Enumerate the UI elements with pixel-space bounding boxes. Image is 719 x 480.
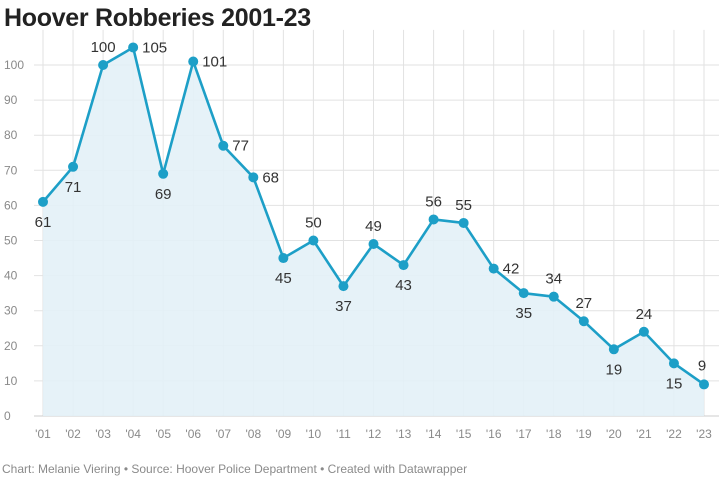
data-label: 100: [91, 39, 116, 56]
data-label: 101: [202, 53, 227, 70]
data-point: [608, 344, 619, 355]
x-tick-label: '07: [215, 427, 231, 441]
data-point: [158, 168, 169, 179]
data-point: [368, 239, 379, 250]
y-tick-label: 50: [4, 234, 18, 248]
data-label: 34: [545, 271, 562, 288]
x-tick-label: '04: [125, 427, 141, 441]
x-tick-label: '09: [276, 427, 292, 441]
y-tick-label: 10: [4, 374, 18, 388]
x-tick-label: '14: [426, 427, 442, 441]
data-labels: 61 71 100 105 69 101 77 68 45 50 37 49 43 56 55 42 35 34 2…: [35, 39, 707, 392]
x-tick-label: '08: [245, 427, 261, 441]
x-tick-label: '05: [155, 427, 171, 441]
data-point: [278, 253, 289, 264]
data-label: 68: [262, 169, 279, 186]
x-tick-label: '19: [576, 427, 592, 441]
data-label: 24: [636, 306, 653, 323]
data-point: [248, 172, 259, 183]
y-tick-label: 100: [4, 58, 24, 72]
x-tick-label: '02: [65, 427, 81, 441]
x-tick-label: '11: [336, 427, 351, 441]
area-fill-layer: [43, 47, 704, 416]
data-label: 27: [575, 295, 592, 312]
data-label: 50: [305, 215, 322, 232]
data-points: [38, 42, 709, 390]
data-label: 105: [142, 39, 167, 56]
y-tick-label: 80: [4, 128, 18, 142]
y-tick-label: 0: [4, 409, 11, 423]
y-tick-label: 70: [4, 163, 18, 177]
x-tick-label: '22: [666, 427, 682, 441]
data-label: 77: [232, 138, 249, 155]
x-tick-label: '13: [396, 427, 412, 441]
x-tick-label: '06: [185, 427, 201, 441]
data-label: 56: [425, 193, 442, 210]
data-label: 15: [666, 375, 683, 392]
x-tick-label: '01: [35, 427, 51, 441]
data-point: [699, 379, 709, 390]
x-tick-label: '17: [516, 427, 532, 441]
data-point: [488, 263, 499, 274]
data-label: 61: [35, 214, 52, 231]
data-point: [668, 358, 679, 369]
data-point: [38, 196, 48, 207]
data-label: 35: [515, 305, 532, 322]
x-axis-ticks: '01 '02 '03 '04 '05 '06 '07 '08 '09 '10 '11 '12 '13 '…: [35, 427, 712, 441]
y-axis-ticks: 0 10 20 30 40 50 60 70 80 90 100: [4, 58, 24, 423]
data-point: [398, 260, 409, 271]
chart-title: Hoover Robberies 2001-23: [4, 4, 311, 32]
data-label: 55: [455, 197, 472, 214]
data-label: 9: [698, 357, 706, 374]
data-point: [458, 217, 469, 228]
data-point: [428, 214, 439, 225]
x-tick-label: '18: [546, 427, 562, 441]
x-tick-label: '03: [95, 427, 111, 441]
data-point: [548, 291, 559, 302]
y-tick-label: 60: [4, 198, 18, 212]
chart-credits: Chart: Melanie Viering • Source: Hoover …: [2, 462, 468, 476]
data-point: [68, 161, 79, 172]
data-point: [338, 281, 349, 292]
data-label: 43: [395, 277, 412, 294]
x-tick-label: '20: [606, 427, 622, 441]
x-tick-label: '12: [366, 427, 382, 441]
data-label: 69: [155, 186, 172, 203]
data-label: 37: [335, 298, 352, 315]
data-point: [308, 235, 319, 246]
data-point: [128, 42, 139, 53]
y-tick-label: 30: [4, 304, 18, 318]
x-tick-label: '21: [636, 427, 652, 441]
data-point: [578, 316, 589, 327]
y-tick-label: 20: [4, 339, 18, 353]
data-point: [218, 140, 229, 151]
x-tick-label: '10: [306, 427, 322, 441]
x-tick-label: '16: [486, 427, 502, 441]
data-label: 71: [65, 179, 82, 196]
data-label: 19: [606, 361, 623, 378]
x-tick-label: '23: [696, 427, 712, 441]
y-tick-label: 90: [4, 93, 18, 107]
area-fill: [43, 47, 704, 416]
data-point: [188, 56, 199, 67]
data-label: 42: [503, 261, 520, 278]
data-point: [638, 326, 649, 337]
y-tick-label: 40: [4, 269, 18, 283]
data-point: [98, 60, 109, 70]
data-label: 49: [365, 218, 382, 235]
x-tick-label: '15: [456, 427, 472, 441]
data-point: [518, 288, 529, 299]
data-label: 45: [275, 270, 292, 287]
